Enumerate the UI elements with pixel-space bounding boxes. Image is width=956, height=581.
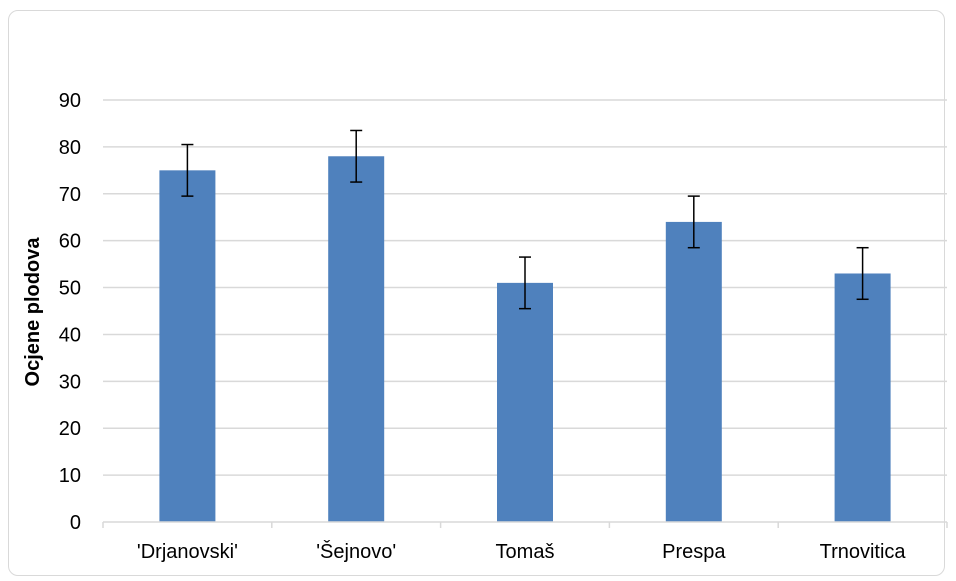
y-tick-label: 30	[59, 371, 81, 393]
bar	[665, 221, 722, 522]
bar	[834, 273, 891, 522]
y-tick-label: 60	[59, 231, 81, 253]
x-tick-label: 'Šejnovo'	[316, 540, 396, 563]
y-tick-label: 0	[70, 512, 81, 534]
y-tick-label: 40	[59, 324, 81, 346]
y-tick-label: 20	[59, 418, 81, 440]
gridlines	[103, 99, 947, 476]
bar	[497, 282, 553, 522]
y-tick-label: 70	[59, 184, 81, 206]
y-tick-label: 50	[59, 278, 81, 300]
y-tick-label: 90	[59, 90, 81, 112]
bars	[159, 156, 891, 523]
error-bars	[181, 129, 869, 310]
bar	[159, 170, 216, 523]
y-tick-label: 80	[59, 137, 81, 159]
x-tick-label: Prespa	[662, 541, 726, 563]
bar	[328, 156, 385, 522]
x-tick-label: Trnovitica	[820, 541, 907, 563]
tick-labels: 0 10 20 30 40 50 60 70 80 90 'Drjanovski' 'Šejnovo'…	[59, 90, 907, 563]
y-axis-title: Ocjene plodova	[22, 237, 44, 387]
y-tick-label: 10	[59, 465, 81, 487]
x-tick-label: Tomaš	[496, 541, 555, 563]
x-tick-label: 'Drjanovski'	[137, 541, 238, 563]
axes	[102, 521, 948, 528]
